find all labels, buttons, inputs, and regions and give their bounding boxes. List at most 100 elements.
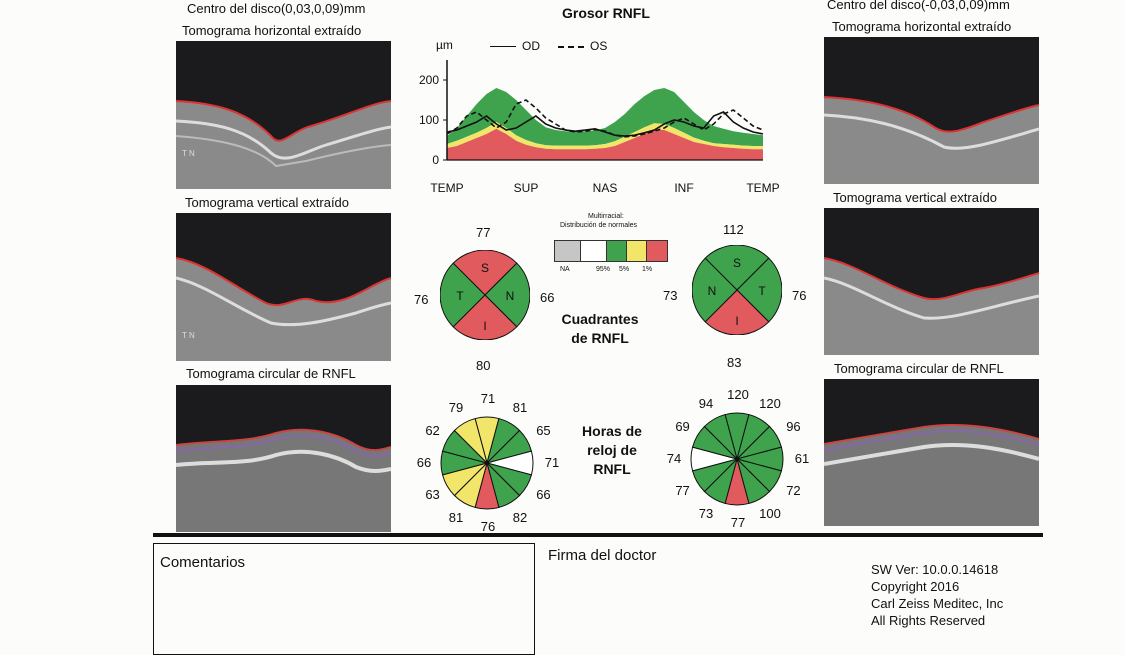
legend-label-1: 1% (642, 266, 653, 273)
left-horizontal-orientation-mark: T N (182, 149, 195, 158)
quadrants-title-line2: de RNFL (571, 330, 629, 346)
clock-os-hour-value: 61 (794, 451, 810, 466)
clock-title-line3: RNFL (593, 461, 631, 477)
left-disc-center-label: Centro del disco(0,03,0,09)mm (187, 1, 366, 16)
legend-os-label: OS (590, 39, 608, 53)
legend-label-na: NA (560, 266, 570, 273)
clock-od-hour-value: 71 (480, 391, 496, 406)
svg-text:N: N (506, 289, 515, 303)
y-tick-label: 200 (419, 73, 439, 87)
clock-od-hour-value: 79 (448, 399, 464, 415)
quadrant-chart-os: S T I N (692, 245, 782, 335)
sw-version: SW Ver: 10.0.0.14618 (871, 562, 999, 577)
clock-od-hour-value: 82 (512, 510, 528, 526)
comments-box[interactable]: Comentarios (153, 543, 535, 655)
quadrant-od-superior-value: 77 (476, 225, 491, 240)
clock-title-line2: reloj de (587, 442, 637, 458)
clock-title-line1: Horas de (582, 423, 642, 439)
rnfl-thickness-chart: 0 100 200 TEMP SUP NAS INF TEMP (419, 60, 780, 195)
quadrant-os-inferior-value: 83 (727, 355, 742, 370)
legend-swatch-yellow (626, 240, 648, 262)
left-horizontal-tomogram-label: Tomograma horizontal extraído (182, 23, 362, 38)
left-circular-tomogram-label: Tomograma circular de RNFL (186, 366, 356, 381)
svg-text:I: I (483, 319, 486, 333)
quadrant-os-temporal (736, 257, 782, 323)
svg-text:S: S (733, 256, 741, 270)
x-tick-label: NAS (593, 181, 618, 195)
clock-os-hour-value: 77 (730, 515, 746, 530)
svg-text:I: I (735, 314, 738, 328)
series-line-os (446, 99, 764, 138)
quadrant-os-superior (704, 245, 770, 291)
copyright: Copyright 2016 (871, 579, 960, 594)
normative-title: Multirracial: (588, 213, 624, 220)
legend-label-5: 5% (619, 266, 630, 273)
quadrant-od-nasal (484, 262, 530, 328)
y-tick-label: 0 (432, 153, 439, 167)
quadrant-od-inferior-value: 80 (476, 358, 491, 373)
legend-swatch-normal (580, 240, 608, 262)
y-tick-label: 100 (419, 113, 439, 127)
left-vertical-tomogram-label: Tomograma vertical extraído (185, 195, 350, 210)
clock-os-sector-12 (703, 413, 738, 461)
left-vertical-tomogram-image: T N (176, 213, 391, 361)
band-borderline-yellow (447, 122, 763, 150)
quadrant-od-temporal (440, 262, 486, 328)
svg-text:N: N (708, 284, 717, 298)
legend-od-label: OD (522, 39, 540, 53)
right-vertical-tomogram-image (824, 208, 1039, 355)
clock-os-hour-value: 96 (786, 419, 801, 434)
rights: All Rights Reserved (871, 613, 986, 628)
left-horizontal-tomogram-image: T N (176, 41, 391, 189)
clock-od-hour-value: 65 (536, 423, 551, 438)
software-info: SW Ver: 10.0.0.14618 Copyright 2016 Carl… (871, 561, 1003, 629)
clock-os-hour-value: 100 (759, 506, 781, 522)
band-normal-green (447, 88, 763, 146)
legend-od-line (490, 46, 516, 47)
svg-text:T: T (456, 289, 464, 303)
rnfl-thickness-title: Grosor RNFL (562, 5, 650, 21)
clock-hours-title: Horas de reloj de RNFL (570, 422, 654, 479)
right-horizontal-tomogram-image (824, 37, 1039, 184)
x-tick-label: SUP (514, 181, 539, 195)
clock-chart-od (440, 416, 534, 510)
company: Carl Zeiss Meditec, Inc (871, 596, 1004, 611)
clock-os-hour-value: 74 (666, 451, 682, 466)
left-vertical-orientation-mark: T N (182, 331, 195, 340)
doctor-signature-label: Firma del doctor (548, 547, 657, 564)
normative-subtitle: Distribución de normales (560, 222, 638, 229)
svg-text:T: T (758, 284, 766, 298)
clock-os-hour-value: 94 (698, 395, 714, 411)
right-horizontal-tomogram-label: Tomograma horizontal extraído (832, 19, 1012, 34)
right-circular-tomogram-image (824, 379, 1039, 526)
clock-od-hour-value: 71 (544, 455, 560, 470)
clock-od-hour-value: 81 (512, 399, 528, 415)
footer-divider (153, 533, 1043, 537)
clock-os-hour-value: 120 (727, 387, 749, 402)
clock-od-hour-value: 76 (480, 519, 496, 534)
quadrant-chart-od: S N I T (440, 250, 530, 340)
quadrant-od-superior (452, 250, 518, 296)
quadrant-os-nasal-value: 73 (663, 288, 678, 303)
legend-swatch-green (606, 240, 628, 262)
svg-text:S: S (481, 261, 489, 275)
left-circular-tomogram-image (176, 385, 391, 532)
x-tick-label: TEMP (430, 181, 463, 195)
quadrants-title-line1: Cuadrantes (561, 311, 639, 327)
legend-os-line (558, 46, 584, 48)
right-vertical-tomogram-label: Tomograma vertical extraído (833, 190, 998, 205)
quadrants-title: Cuadrantes de RNFL (560, 310, 640, 348)
clock-od-hour-value: 62 (425, 423, 440, 438)
x-tick-label: TEMP (746, 181, 779, 195)
clock-os-hour-value: 77 (675, 483, 690, 498)
legend-swatch-red (646, 240, 668, 262)
comments-label: Comentarios (160, 554, 246, 571)
clock-od-hour-value: 81 (448, 510, 464, 526)
quadrant-os-inferior (704, 289, 770, 335)
chart-unit-label: µm (436, 38, 453, 52)
clock-od-sector-12 (453, 417, 488, 465)
right-circular-tomogram-label: Tomograma circular de RNFL (834, 361, 1004, 376)
quadrant-od-nasal-value: 66 (540, 290, 555, 305)
quadrant-os-superior-value: 112 (723, 222, 744, 237)
quadrant-os-nasal (692, 257, 738, 323)
